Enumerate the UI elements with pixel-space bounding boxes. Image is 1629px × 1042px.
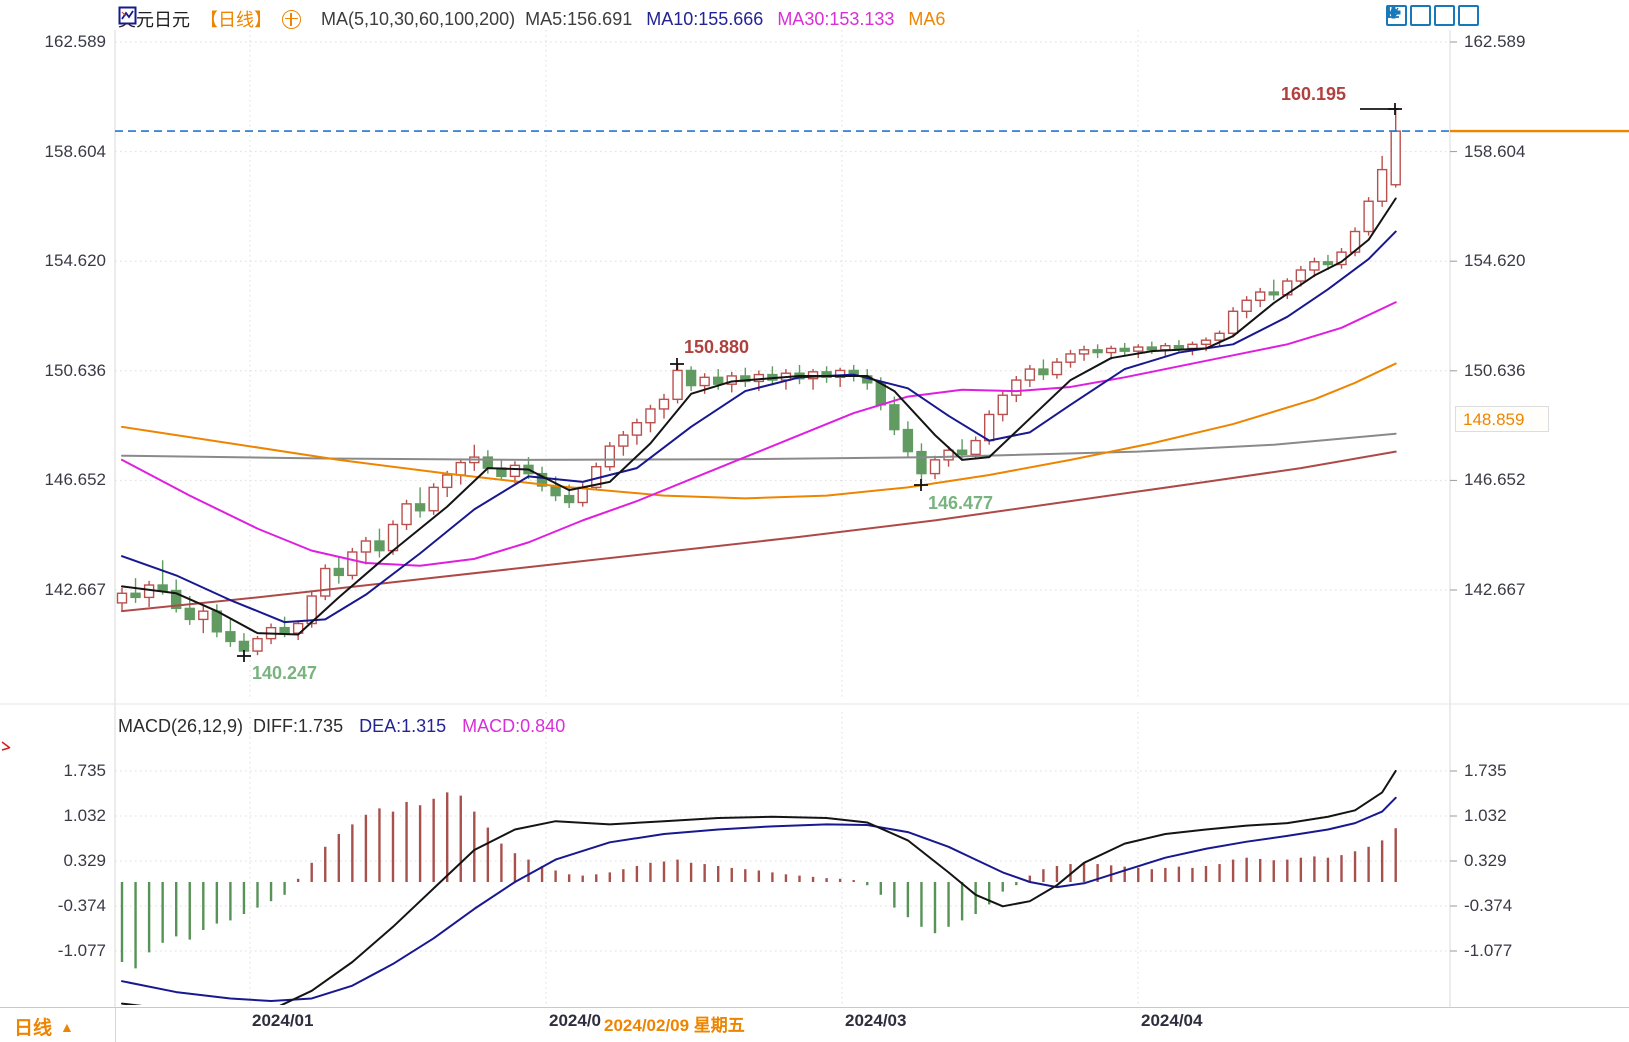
y-axis-label-right: 162.589 [1464,32,1526,51]
main-chart-legend: 美元日元 【日线】 MA(5,10,30,60,100,200) MA5:156… [118,6,959,32]
status-bar: 日线 ▲ [0,1007,1629,1042]
period-selector[interactable]: 日线 ▲ [8,1012,80,1041]
x-axis-label: 2024/02/09 星期五 [604,1016,745,1035]
fit-x-axis-icon[interactable] [1387,5,1431,26]
chart-toolbar [1386,5,1479,26]
macd-axis-label-right: 1.032 [1464,806,1507,825]
price-annotation: 160.195 [1281,84,1347,104]
macd-legend: MACD(26,12,9) DIFF:1.735 DEA:1.315 MACD:0.… [118,716,581,737]
macd-axis-label-right: -0.374 [1464,896,1513,915]
y-axis-label-left: 142.667 [44,580,106,599]
x-axis-label: 2024/03 [845,1011,907,1030]
dropdown-up-arrow-icon: ▲ [60,1018,74,1035]
macd-value-label: DEA:1.315 [359,716,447,736]
x-axis-label: 2024/01 [252,1011,314,1030]
macd-readout: DIFF:1.735 DEA:1.315 MACD:0.840 [253,716,581,737]
y-axis-label-right: 154.620 [1464,251,1526,271]
macd-axis-label-left: -0.374 [57,896,106,915]
compare-add-icon[interactable] [282,9,301,29]
x-axis-label: 2024/0 [549,1011,601,1030]
y-axis-label-left: 146.652 [44,470,106,490]
price-annotation: 146.477 [928,493,994,513]
price-level-tag: 148.859 [1455,406,1549,432]
y-axis-label-right: 146.652 [1464,470,1526,490]
macd-params-label[interactable]: MACD(26,12,9) [118,716,244,736]
ma-value-label: MA30:153.133 [777,8,895,29]
ma-value-label: MA10:155.666 [646,8,764,29]
macd-axis-label-right: -1.077 [1464,941,1513,960]
y-axis-label-right: 150.636 [1464,360,1526,380]
macd-axis-label-left: -1.077 [57,941,106,960]
y-axis-label-right: 158.604 [1464,141,1526,161]
y-axis-label-left: 158.604 [44,141,106,161]
y-axis-label-right: 142.667 [1464,580,1526,599]
replay-axis-icon[interactable] [1387,5,1455,26]
x-axis-label: 2024/04 [1141,1011,1203,1030]
macd-axis-label-left: 0.329 [63,851,106,870]
footer-divider [115,1008,116,1042]
macd-value-label: DIFF:1.735 [253,716,344,736]
price-annotation: 150.880 [684,337,750,357]
macd-axis-label-right: 0.329 [1464,851,1507,870]
macd-axis-label-left: 1.032 [63,806,106,825]
price-annotation: 140.247 [252,663,318,683]
y-axis-label-left: 154.620 [44,251,106,271]
macd-axis-label-left: 1.735 [63,761,106,780]
y-axis-label-left: 162.589 [44,32,106,51]
macd-value-label: MACD:0.840 [462,716,566,736]
ma-settings-label[interactable]: MA(5,10,30,60,100,200) [321,8,516,29]
shift-right-icon[interactable] [1388,5,1479,26]
period-tag[interactable]: 【日线】 [200,10,272,30]
ma-readout: MA5:156.691 MA10:155.666 MA30:153.133 MA6 [525,9,959,30]
ma-value-label: MA6 [908,8,946,29]
period-label: 日线 [14,1018,53,1039]
y-axis-label-left: 150.636 [44,360,106,380]
ma-value-label: MA5:156.691 [525,8,633,29]
macd-axis-label-right: 1.735 [1464,761,1507,780]
